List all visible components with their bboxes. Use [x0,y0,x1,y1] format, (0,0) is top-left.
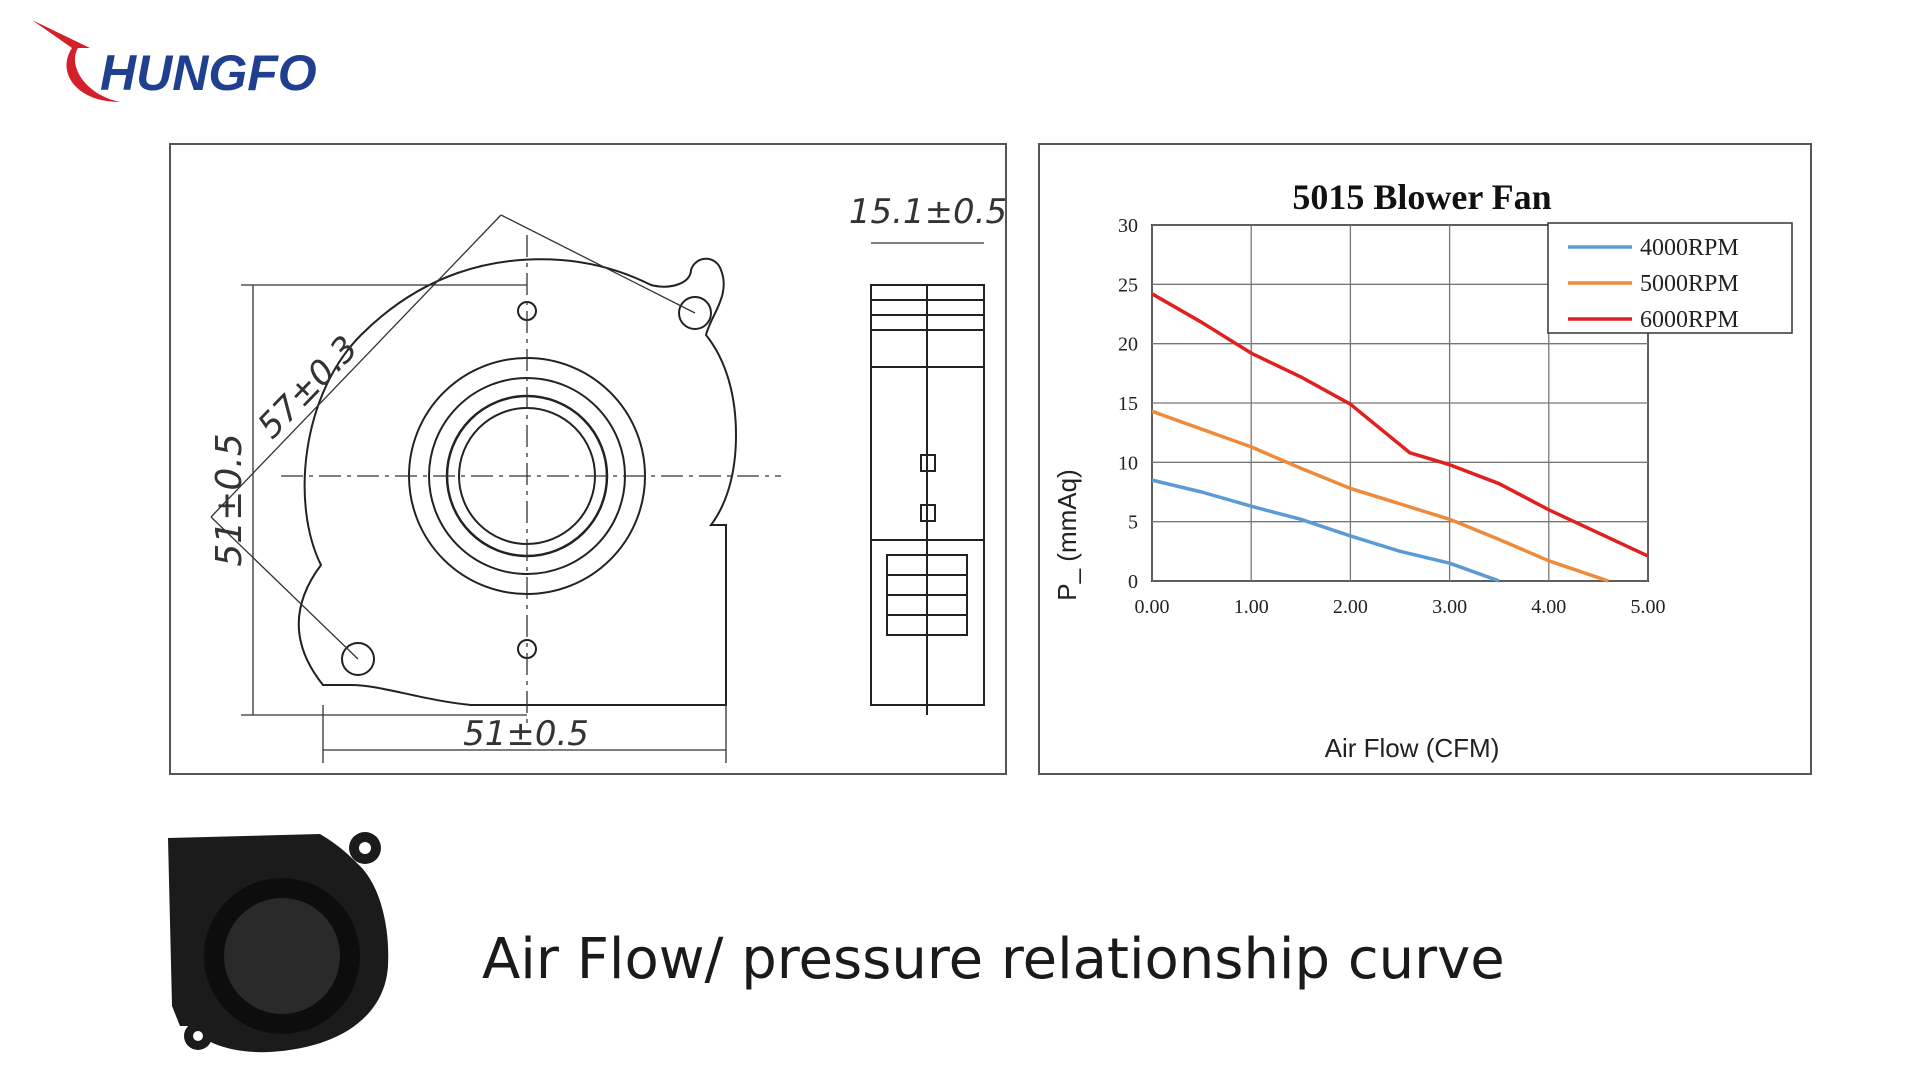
dim-diagonal-label: 57±0.3 [250,328,366,446]
x-tick-label: 0.00 [1135,596,1170,618]
mount-hole-right [678,296,712,330]
legend-label: 4000RPM [1640,235,1739,261]
y-tick-label: 0 [1128,571,1138,593]
y-tick-label: 25 [1118,274,1138,296]
x-tick-label: 3.00 [1432,596,1467,618]
chart-panel: 5015 Blower Fan 0.00 1.00 2.00 3.00 4.00 5.00… [1038,143,1812,775]
legend-label: 5000RPM [1640,271,1739,297]
x-axis-label: Air Flow (CFM) [1325,733,1500,763]
caption: Air Flow/ pressure relationship curve [482,927,1505,992]
fan-mount-hole-top [359,842,371,854]
brand-logo: HUNGFO [28,18,328,108]
side-view [870,284,985,715]
diagonal-ext-bottom [210,516,359,660]
fan-mount-hole-bottom [193,1031,203,1041]
y-tick-label: 10 [1118,452,1138,474]
x-tick-label: 4.00 [1531,596,1566,618]
technical-drawing: 51±0.5 57±0.3 51±0.5 15.1±0.5 [209,192,1007,763]
dim-thickness-label: 15.1±0.5 [849,192,1005,232]
y-tick-label: 30 [1118,215,1138,237]
x-tick-label: 2.00 [1333,596,1368,618]
legend-label: 6000RPM [1640,307,1739,333]
diagonal-ext-top [500,214,696,314]
x-tick-label: 5.00 [1631,596,1666,618]
y-tick-label: 20 [1118,334,1138,356]
housing-outline [297,257,738,706]
series-line-5000RPM [1151,409,1609,583]
series-line-4000RPM [1151,478,1500,583]
technical-drawing-panel: 51±0.5 57±0.3 51±0.5 15.1±0.5 [169,143,1007,775]
y-tick-label: 15 [1118,393,1138,415]
series-line-6000RPM [1151,292,1649,558]
diagonal-dim-line [210,214,502,518]
fan-hub [224,898,340,1014]
dim-width-label: 51±0.5 [463,714,589,754]
chart-title: 5015 Blower Fan [1292,177,1551,217]
x-tick-label: 1.00 [1234,596,1269,618]
product-photo [160,826,400,1058]
legend-box [1547,222,1793,334]
mount-hole-left [341,642,375,676]
chart-legend: 4000RPM 5000RPM 6000RPM [1547,222,1793,334]
logo-text: HUNGFO [100,45,317,101]
logo-swoosh [32,20,120,102]
dim-height-label: 51±0.5 [209,433,250,566]
y-tick-label: 5 [1128,512,1138,534]
pressure-flow-chart: 5015 Blower Fan 0.00 1.00 2.00 3.00 4.00 5.00… [1052,177,1793,763]
y-axis-label: P_ (mmAq) [1052,469,1082,600]
